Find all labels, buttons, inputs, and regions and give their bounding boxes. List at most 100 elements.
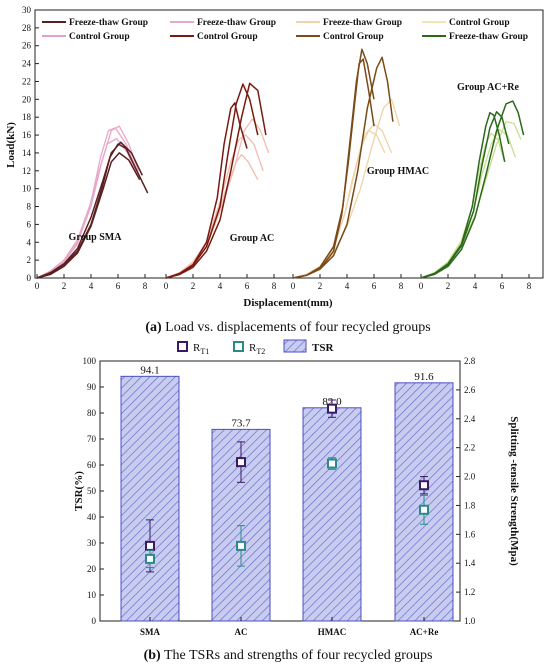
y-tick-label: 12	[22, 166, 31, 176]
legend-label: Freeze-thaw Group	[197, 18, 276, 28]
y2-tick-label: 2.6	[464, 385, 476, 395]
x-tick-label: 6	[500, 281, 505, 291]
x-tick-label: 4	[218, 281, 223, 291]
chart-b-caption-tag: (b)	[144, 648, 161, 663]
y-tick-label: 6	[27, 219, 32, 229]
x-tick-label: 2	[446, 281, 451, 291]
chart-b-left-y-ticks: 0 10 20 30 40 50 60 70 80 90 100	[83, 356, 104, 626]
rt1-marker	[419, 480, 429, 491]
chart-a-caption-text: Load vs. displacements of four recycled …	[162, 320, 431, 335]
chart-b-y-axis-label: TSR(%)	[73, 471, 85, 511]
chart-b-legend: RT1 RT2 TSR	[177, 339, 334, 356]
x-tick-label: 2	[191, 281, 196, 291]
tsr-value-label: 94.1	[140, 364, 159, 376]
chart-b-x-ticks: SMA AC HMAC AC+Re	[140, 617, 438, 637]
group-label: Group AC	[230, 233, 275, 244]
y2-tick-label: 2.0	[464, 472, 476, 482]
chart-a-group-labels: Group SMA Group AC Group HMAC Group AC+Re	[69, 82, 520, 244]
legend-rt2-label: RT2	[249, 342, 265, 356]
y2-tick-label: 2.8	[464, 356, 476, 366]
legend-label: Control Group	[449, 18, 510, 28]
chart-a-x-axis-label: Displacement(mm)	[243, 297, 333, 309]
y-tick-label: 80	[87, 408, 97, 418]
freeze-thaw-curve	[292, 56, 394, 279]
y-tick-label: 20	[87, 564, 97, 574]
y2-tick-label: 2.4	[464, 414, 476, 424]
y-tick-label: 16	[22, 130, 32, 140]
chart-a-caption: (a) Load vs. displacements of four recyc…	[145, 320, 430, 335]
y-tick-label: 18	[22, 112, 32, 122]
x-tick-label: 6	[116, 281, 121, 291]
legend-label: Freeze-thaw Group	[323, 18, 402, 28]
x-tick-label: 8	[143, 281, 148, 291]
freeze-thaw-curve	[165, 102, 248, 279]
control-curve	[165, 154, 259, 279]
y-tick-label: 20	[22, 94, 32, 104]
legend-rt1-label: RT1	[193, 342, 209, 356]
freeze-thaw-curve	[165, 82, 267, 279]
rt1-marker	[236, 457, 246, 468]
chart-b-bars: 94.173.782.091.6	[120, 364, 454, 622]
tsr-bar	[120, 375, 180, 622]
chart-b-y2-axis-label: Splitting -tensile Strength(Mpa)	[508, 416, 520, 566]
y-tick-label: 30	[22, 5, 32, 15]
legend-label: Freeze-thaw Group	[449, 32, 528, 42]
y2-tick-label: 2.2	[464, 443, 475, 453]
x-tick-label: AC	[235, 627, 248, 637]
control-curve	[420, 132, 506, 279]
rt2-marker	[236, 540, 246, 551]
legend-label: Control Group	[323, 32, 384, 42]
x-tick-label: 2	[62, 281, 67, 291]
legend-tsr-swatch	[283, 339, 307, 353]
x-tick-label: AC+Re	[410, 627, 439, 637]
legend-label: Control Group	[69, 32, 130, 42]
y-tick-label: 14	[22, 148, 32, 158]
y-tick-label: 4	[27, 237, 32, 247]
y-tick-label: 24	[22, 59, 32, 69]
y-tick-label: 26	[22, 41, 32, 51]
y2-tick-label: 1.6	[464, 529, 476, 539]
legend-label: Freeze-thaw Group	[69, 18, 148, 28]
chart-b-caption-text: The TSRs and strengths of four recycled …	[161, 648, 433, 663]
x-tick-label: 8	[527, 281, 532, 291]
control-curve	[36, 125, 139, 279]
x-tick-label: 4	[89, 281, 94, 291]
legend-rt1-marker	[177, 341, 188, 352]
x-tick-label: 2	[318, 281, 323, 291]
x-tick-label: 6	[372, 281, 377, 291]
x-tick-label: HMAC	[318, 627, 347, 637]
freeze-thaw-curve	[420, 111, 510, 279]
x-tick-label: 8	[399, 281, 404, 291]
legend-label: Control Group	[197, 32, 258, 42]
y-tick-label: 50	[87, 486, 97, 496]
y-tick-label: 22	[22, 76, 31, 86]
freeze-thaw-curve	[36, 143, 149, 279]
x-tick-label: 4	[473, 281, 478, 291]
x-tick-label: 0	[35, 281, 40, 291]
y-tick-label: 0	[27, 273, 32, 283]
x-tick-label: 6	[245, 281, 250, 291]
legend-rt2-marker	[233, 341, 244, 352]
y-tick-label: 100	[83, 356, 97, 366]
y-tick-label: 90	[87, 382, 97, 392]
chart-a-frame	[34, 9, 544, 279]
group-label: Group AC+Re	[457, 82, 519, 93]
y2-tick-label: 1.2	[464, 587, 475, 597]
x-tick-label: 0	[291, 281, 296, 291]
x-tick-label: 0	[164, 281, 169, 291]
chart-a-caption-tag: (a)	[145, 320, 162, 335]
chart-b-caption: (b) The TSRs and strengths of four recyc…	[144, 648, 433, 663]
y-tick-label: 70	[87, 434, 97, 444]
tsr-strength-chart: 0 10 20 30 40 50 60 70 80 90 100 1.0 1.2 1.4 1.6 1.8 2.…	[73, 339, 520, 663]
group-label: Group HMAC	[367, 166, 429, 177]
y-tick-label: 2	[27, 255, 32, 265]
control-curve	[36, 127, 138, 279]
freeze-thaw-curve	[36, 141, 143, 279]
tsr-bar	[302, 407, 362, 622]
y2-tick-label: 1.8	[464, 500, 476, 510]
x-tick-label: 4	[345, 281, 350, 291]
rt1-marker	[327, 403, 337, 414]
